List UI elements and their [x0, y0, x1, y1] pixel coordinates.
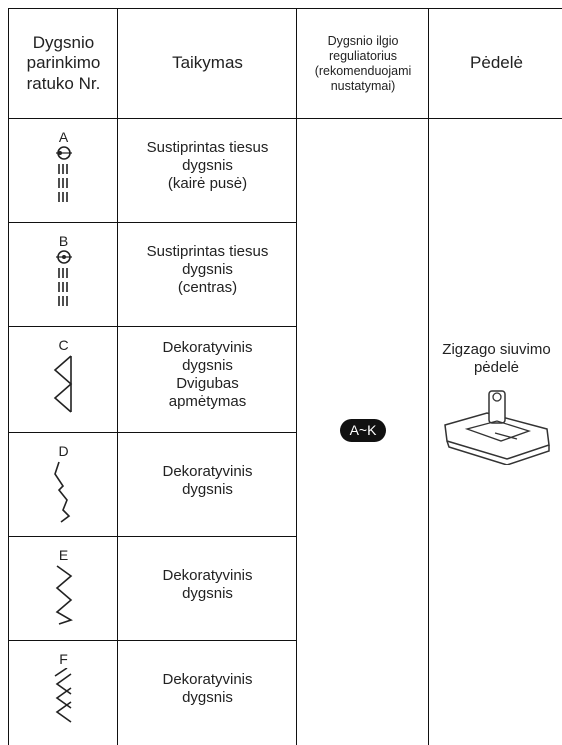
stitch-icon [53, 461, 70, 523]
header-text: Taikymas [172, 53, 243, 73]
header-text: (rekomenduojami [314, 63, 412, 78]
pattern-letter: C [58, 337, 69, 353]
pattern-letter: B [58, 233, 69, 249]
pattern-letter: A [58, 129, 69, 145]
application-text: dygsnis [182, 261, 233, 278]
pattern-cell: F [8, 640, 118, 745]
header-text: parinkimo [26, 53, 101, 73]
foot-cell: Zigzago siuvimo pėdelė [428, 118, 562, 745]
pattern-cell: C [8, 326, 118, 432]
application-text: Dekoratyvinis [162, 339, 253, 356]
application-cell: Sustiprintas tiesus dygsnis (kairė pusė) [117, 118, 297, 222]
application-cell: Sustiprintas tiesus dygsnis (centras) [117, 222, 297, 326]
pattern-letter: D [58, 443, 69, 459]
presser-foot-icon [443, 390, 550, 465]
application-cell: Dekoratyvinis dygsnis [117, 432, 297, 536]
pattern-cell: E [8, 536, 118, 640]
application-text: dygsnis [182, 585, 233, 602]
application-cell: Dekoratyvinis dygsnis [117, 536, 297, 640]
header-text: Dygsnio [32, 32, 95, 52]
header-cell: Taikymas [117, 8, 297, 118]
application-cell: Dekoratyvinis dygsnis Dvigubas apmėtymas [117, 326, 297, 432]
header-text: reguliatorius [328, 48, 398, 63]
application-text: dygsnis [182, 157, 233, 174]
stitch-icon [55, 145, 72, 202]
foot-text: pėdelė [473, 359, 520, 376]
stitch-icon [55, 249, 72, 306]
application-cell: Dekoratyvinis dygsnis [117, 640, 297, 745]
length-cell: A~K [296, 118, 429, 745]
header-text: Dygsnio ilgio [327, 33, 399, 48]
pattern-letter: F [59, 651, 68, 667]
pattern-cell: A [8, 118, 118, 222]
application-text: Dekoratyvinis [162, 463, 253, 480]
header-cell: Dygsnio ilgio reguliatorius (rekomenduojam… [296, 8, 429, 118]
application-text: dygsnis [182, 357, 233, 374]
stitch-icon [54, 667, 71, 723]
application-text: Sustiprintas tiesus [146, 139, 269, 156]
application-text: dygsnis [182, 689, 233, 706]
length-badge: A~K [339, 419, 387, 442]
application-text: Dekoratyvinis [162, 567, 253, 584]
header-text: ratuko Nr. [26, 73, 101, 93]
pattern-cell: B [8, 222, 118, 326]
application-text: apmėtymas [168, 393, 247, 410]
application-text: Dvigubas [176, 375, 239, 392]
stitch-icon [53, 355, 72, 413]
foot-text: Zigzago siuvimo [442, 341, 551, 358]
application-text: (centras) [177, 279, 238, 296]
application-text: dygsnis [182, 481, 233, 498]
header-cell: Pėdelė [428, 8, 562, 118]
header-text: Pėdelė [470, 53, 523, 73]
pattern-letter: E [58, 547, 69, 563]
application-text: Sustiprintas tiesus [146, 243, 269, 260]
pattern-cell: D [8, 432, 118, 536]
header-text: nustatymai) [330, 78, 396, 93]
application-text: (kairė pusė) [167, 175, 248, 192]
application-text: Dekoratyvinis [162, 671, 253, 688]
stitch-icon [55, 565, 73, 625]
header-cell: Dygsnio parinkimo ratuko Nr. [8, 8, 118, 118]
